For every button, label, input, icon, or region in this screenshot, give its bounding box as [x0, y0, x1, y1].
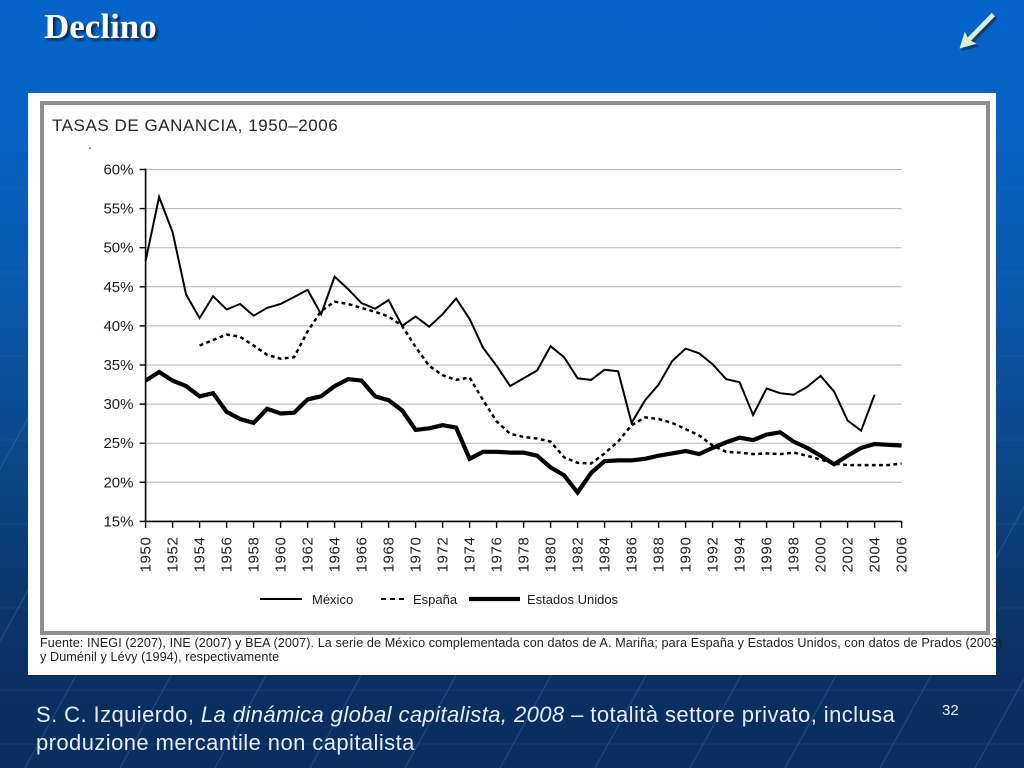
svg-text:1990: 1990 [678, 537, 695, 573]
svg-text:55%: 55% [103, 201, 133, 218]
svg-text:España: España [413, 592, 458, 607]
svg-text:1974: 1974 [462, 537, 479, 573]
svg-text:45%: 45% [103, 279, 133, 296]
svg-text:Estados Unidos: Estados Unidos [527, 592, 619, 607]
svg-text:1950: 1950 [138, 537, 155, 573]
svg-text:1996: 1996 [759, 537, 776, 573]
svg-text:1992: 1992 [705, 537, 722, 573]
svg-text:60%: 60% [103, 162, 133, 179]
svg-text:1960: 1960 [273, 537, 290, 573]
svg-text:1956: 1956 [219, 537, 236, 573]
svg-text:1966: 1966 [354, 537, 371, 573]
svg-text:1954: 1954 [192, 537, 209, 573]
svg-text:1988: 1988 [651, 537, 668, 573]
svg-text:1980: 1980 [543, 537, 560, 573]
svg-text:1970: 1970 [408, 537, 425, 573]
svg-text:México: México [312, 592, 353, 607]
svg-text:1986: 1986 [624, 537, 641, 573]
svg-text:1998: 1998 [786, 537, 803, 573]
svg-text:25%: 25% [103, 435, 133, 452]
svg-text:1958: 1958 [246, 537, 263, 573]
svg-text:1968: 1968 [381, 537, 398, 573]
svg-text:1982: 1982 [570, 537, 587, 573]
svg-text:2004: 2004 [867, 537, 884, 573]
svg-text:2000: 2000 [813, 537, 830, 573]
svg-text:35%: 35% [103, 357, 133, 374]
svg-text:20%: 20% [103, 474, 133, 491]
svg-text:50%: 50% [103, 240, 133, 257]
svg-text:1952: 1952 [165, 537, 182, 573]
svg-text:2002: 2002 [840, 537, 857, 573]
svg-text:1984: 1984 [597, 537, 614, 573]
svg-text:30%: 30% [103, 396, 133, 413]
svg-text:15%: 15% [103, 513, 133, 530]
svg-text:40%: 40% [103, 318, 133, 335]
svg-text:1964: 1964 [327, 537, 344, 573]
svg-text:1978: 1978 [516, 537, 533, 573]
svg-text:1994: 1994 [732, 537, 749, 573]
svg-text:1962: 1962 [300, 537, 317, 573]
svg-text:1976: 1976 [489, 537, 506, 573]
svg-text:1972: 1972 [435, 537, 452, 573]
svg-text:2006: 2006 [894, 537, 911, 573]
